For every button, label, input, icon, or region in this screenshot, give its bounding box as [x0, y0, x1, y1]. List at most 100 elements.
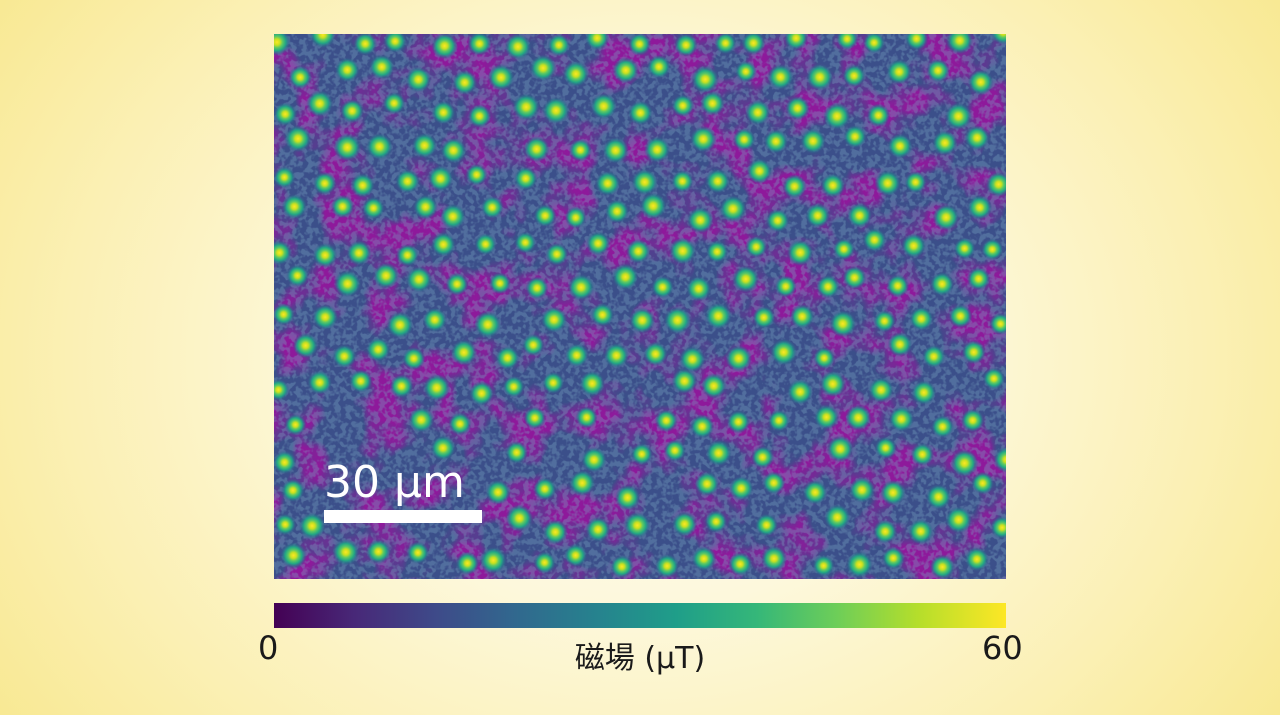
vortex-spot [643, 136, 671, 163]
vortex-spot [333, 270, 362, 298]
vortex-spot [332, 538, 360, 566]
vortex-spot [286, 264, 309, 287]
vortex-spot [514, 231, 537, 254]
vortex-spot [567, 273, 595, 301]
vortex-spot [353, 34, 378, 56]
vortex-spot [880, 479, 906, 506]
vortex-spot [966, 267, 991, 291]
vortex-spot [823, 102, 851, 130]
vortex-spot [292, 332, 319, 359]
vortex-spot [563, 543, 588, 567]
vortex-spot [430, 435, 456, 461]
vortex-spot [411, 132, 438, 159]
vortex-spot [690, 414, 715, 439]
vortex-spot [765, 208, 790, 233]
vortex-spot [691, 65, 720, 94]
vortex-spot [948, 304, 973, 329]
vortex-spot [362, 196, 385, 220]
vortex-spot [694, 471, 720, 497]
vortex-spot [585, 516, 611, 543]
vortex-spot [689, 125, 717, 153]
vortex-spot [929, 554, 956, 579]
vortex-spot [823, 503, 851, 531]
vortex-spot [312, 242, 338, 268]
vortex-spot [686, 206, 714, 234]
vortex-spot [714, 34, 737, 55]
vortex-spot [805, 203, 831, 229]
vortex-spot [932, 130, 958, 156]
vortex-spot [760, 545, 788, 572]
vortex-spot [862, 227, 887, 252]
vortex-spot [734, 60, 757, 83]
vortex-spot [564, 206, 587, 229]
vortex-spot [964, 125, 990, 151]
vortex-spot [762, 471, 786, 495]
vortex-spot [439, 203, 466, 230]
vortex-spot [782, 174, 807, 199]
vortex-spot [845, 550, 874, 579]
vortex-spot [770, 338, 798, 366]
colorbar-min-label: 0 [258, 629, 279, 667]
vortex-spot [910, 442, 935, 467]
vortex-spot [719, 195, 747, 223]
vortex-spot [654, 553, 680, 579]
vortex-spot [922, 344, 946, 369]
vortex-spot [568, 138, 592, 162]
vortex-spot [274, 450, 297, 475]
vortex-spot [274, 378, 290, 401]
vortex-spot [964, 547, 990, 572]
vortex-spot [960, 408, 985, 433]
vortex-spot [413, 194, 438, 220]
vortex-spot [868, 377, 895, 403]
vortex-spot [668, 237, 697, 265]
vortex-spot [448, 412, 472, 436]
vortex-spot [886, 274, 910, 298]
vortex-spot [763, 129, 789, 154]
vortex-spot [629, 307, 656, 334]
vortex-spot [786, 239, 814, 267]
vortex-spot [533, 551, 556, 574]
vortex-spot [521, 333, 545, 357]
vortex-spot [646, 54, 671, 79]
vortex-spot [474, 310, 502, 339]
vortex-spot [631, 168, 659, 196]
vortex-spot [625, 238, 651, 264]
vortex-spot [612, 263, 639, 291]
vortex-spot [306, 89, 334, 118]
vortex-spot [274, 513, 297, 536]
vortex-spot [584, 34, 610, 51]
vortex-spot [431, 34, 459, 60]
vortex-spot [767, 63, 794, 91]
vortex-spot [479, 546, 507, 574]
vortex-spot [945, 506, 973, 534]
vortex-spot [288, 65, 313, 90]
vortex-spot [402, 346, 426, 371]
vortex-spot [284, 125, 312, 153]
vortex-spot [334, 57, 360, 83]
vortex-spot [280, 541, 307, 569]
vortex-spot [950, 449, 979, 478]
vortex-spot [504, 34, 532, 61]
vortex-spot [594, 170, 621, 197]
vortex-spot [542, 371, 565, 394]
vortex-spot [911, 380, 937, 406]
vortex-spot [745, 235, 768, 258]
vortex-spot [981, 238, 1004, 261]
vortex-spot [671, 94, 695, 117]
vortex-spot [813, 347, 836, 369]
vortex-spot [701, 373, 727, 399]
vortex-spot [579, 370, 606, 397]
vortex-spot [274, 303, 295, 326]
vortex-spot [929, 271, 955, 297]
vortex-spot [513, 166, 538, 191]
vortex-spot [901, 233, 927, 259]
vortex-spot [785, 95, 810, 121]
vortex-layer [274, 34, 1006, 579]
vortex-spot [604, 199, 630, 224]
vortex-spot [874, 436, 897, 459]
vortex-spot [904, 171, 927, 194]
vortex-spot [726, 410, 751, 434]
vortex-spot [691, 546, 717, 572]
vortex-spot [590, 92, 618, 120]
vortex-spot [529, 54, 557, 82]
